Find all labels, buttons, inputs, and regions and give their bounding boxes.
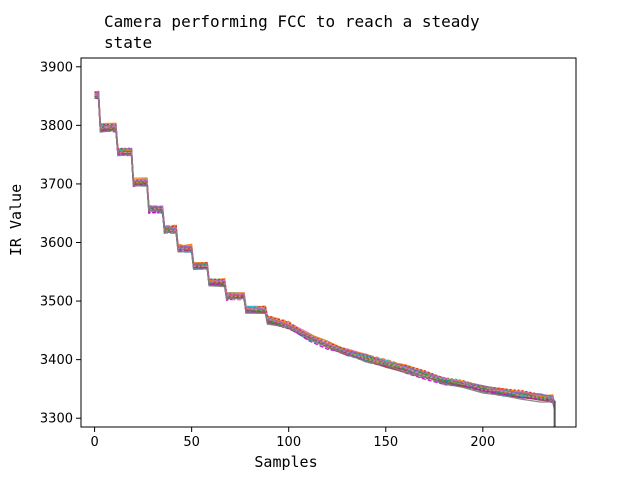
y-axis-ticks: 3300 3400 3500 3600 3700 3800 3900: [40, 60, 81, 427]
series-line: [94, 90, 556, 404]
series-line: [94, 95, 556, 409]
x-tick-label: 50: [183, 435, 200, 450]
y-tick-label: 3400: [40, 353, 73, 368]
y-tick-label: 3300: [40, 412, 73, 427]
chart-title-line-1: Camera performing FCC to reach a steady: [104, 12, 480, 31]
x-axis-label: Samples: [254, 453, 317, 471]
series-line: [94, 95, 556, 410]
series-line: [94, 95, 556, 411]
series-line: [94, 93, 556, 408]
series-line: [94, 95, 556, 409]
series-line: [94, 93, 556, 409]
series-line: [94, 94, 556, 406]
x-tick-label: 0: [90, 435, 98, 450]
y-axis-label: IR Value: [7, 184, 25, 256]
series-line: [94, 95, 556, 410]
series-line: [94, 94, 556, 409]
chart-title-line-2: state: [104, 33, 152, 52]
series-line: [94, 94, 556, 408]
series-line: [94, 94, 556, 408]
series-line: [94, 94, 556, 406]
series-line: [94, 89, 556, 404]
y-tick-label: 3900: [40, 60, 73, 75]
series-line: [94, 93, 556, 408]
series-line: [94, 90, 556, 404]
series-line: [94, 95, 556, 407]
plot-area: [94, 89, 556, 427]
series-line: [94, 94, 556, 407]
series-line: [94, 90, 556, 405]
series-line: [94, 95, 556, 408]
series-line: [94, 91, 556, 405]
x-axis-ticks: 0 50 100 150 200: [90, 427, 495, 450]
y-tick-label: 3700: [40, 177, 73, 192]
series-line: [94, 95, 556, 408]
series-line: [94, 91, 556, 405]
series-line: [94, 95, 556, 406]
series-line: [94, 93, 556, 407]
series-line: [94, 91, 556, 404]
series-line: [94, 90, 556, 406]
plot-frame: [80, 57, 577, 428]
x-tick-label: 100: [276, 435, 301, 450]
series-line: [94, 97, 556, 411]
x-tick-label: 150: [373, 435, 398, 450]
series-line: [94, 96, 556, 409]
y-tick-label: 3800: [40, 119, 73, 134]
series-line: [94, 95, 556, 408]
x-tick-label: 200: [470, 435, 495, 450]
y-tick-label: 3500: [40, 295, 73, 310]
y-tick-label: 3600: [40, 236, 73, 251]
